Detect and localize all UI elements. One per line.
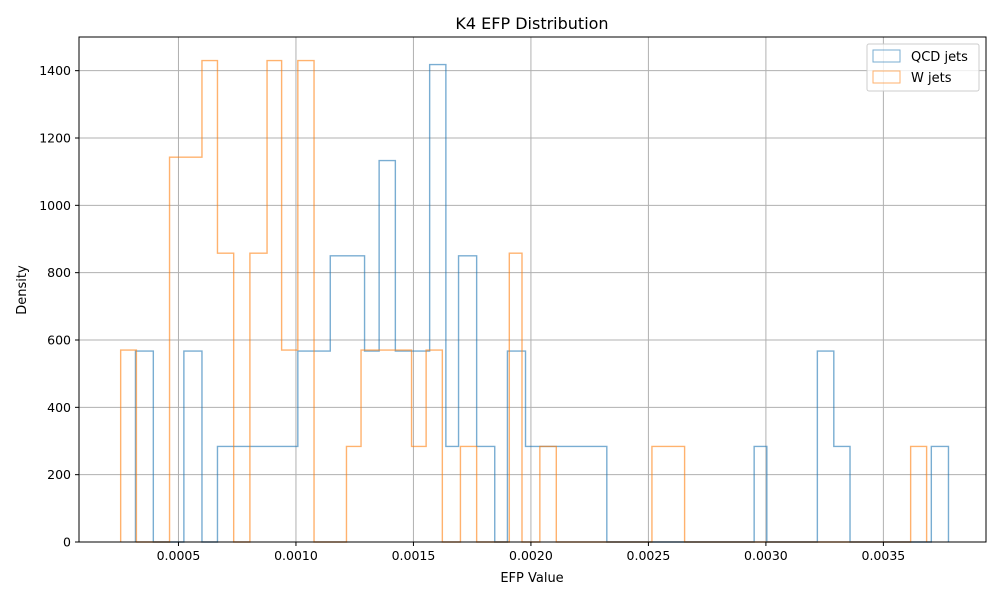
y-axis-label: Density bbox=[15, 265, 30, 315]
x-tick-label: 0.0025 bbox=[627, 548, 671, 563]
x-axis-label: EFP Value bbox=[500, 571, 563, 586]
x-tick-label: 0.0005 bbox=[157, 548, 201, 563]
legend-swatch-qcd-jets bbox=[872, 49, 901, 63]
series-step-w-jets bbox=[119, 59, 928, 543]
chart-title: K4 EFP Distribution bbox=[455, 14, 608, 33]
y-tick-label: 1400 bbox=[39, 63, 71, 78]
y-tick-label: 800 bbox=[47, 265, 71, 280]
x-tick-label: 0.0030 bbox=[744, 548, 788, 563]
y-axis-ticks: 0 200 400 600 800 1000 1200 1400 bbox=[39, 63, 79, 550]
y-tick-label: 600 bbox=[47, 333, 71, 348]
legend-box bbox=[866, 43, 980, 92]
legend-label-qcd-jets: QCD jets bbox=[911, 50, 968, 65]
x-tick-label: 0.0010 bbox=[274, 548, 318, 563]
legend-label-w-jets: W jets bbox=[911, 71, 952, 86]
y-tick-label: 200 bbox=[47, 467, 71, 482]
x-axis-ticks: 0.0005 0.0010 0.0015 0.0020 0.0025 0.0030 0.00… bbox=[157, 542, 906, 563]
y-tick-label: 0 bbox=[63, 535, 71, 550]
series-step-qcd-jets bbox=[134, 63, 950, 543]
y-tick-label: 1000 bbox=[39, 198, 71, 213]
x-tick-label: 0.0035 bbox=[862, 548, 906, 563]
x-tick-label: 0.0015 bbox=[392, 548, 436, 563]
legend: QCD jets W jets bbox=[866, 43, 980, 92]
series-layer bbox=[119, 59, 950, 543]
plot-frame bbox=[78, 36, 987, 543]
y-tick-label: 400 bbox=[47, 400, 71, 415]
y-tick-label: 1200 bbox=[39, 131, 71, 146]
x-tick-label: 0.0020 bbox=[509, 548, 553, 563]
legend-swatch-w-jets bbox=[872, 70, 901, 84]
